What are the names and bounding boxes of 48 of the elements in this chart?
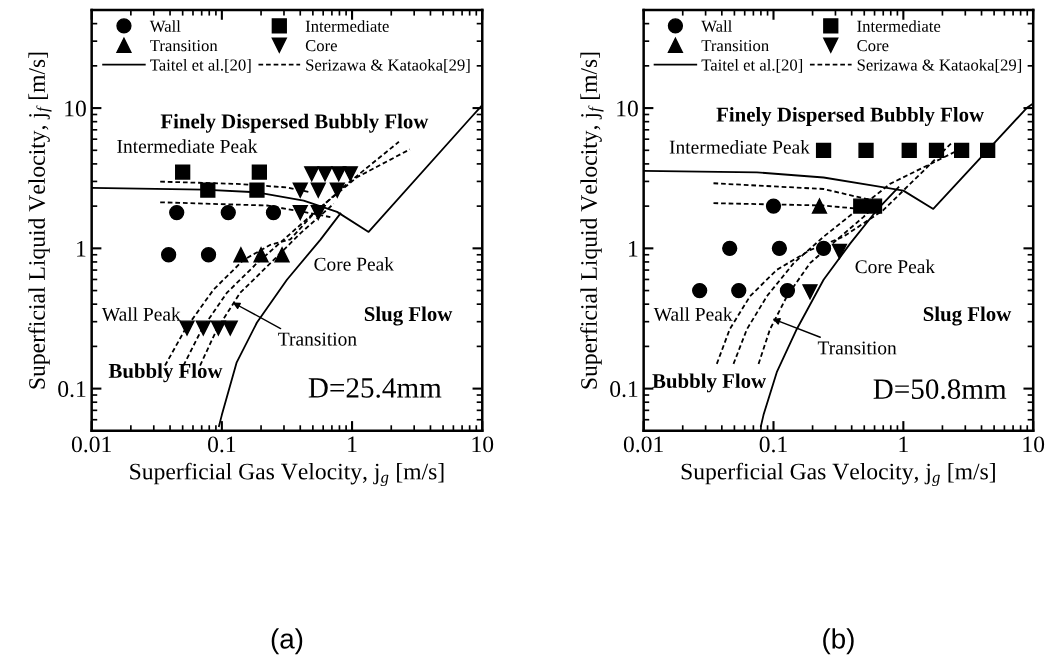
annotation: Wall Peak [653, 307, 733, 321]
legend-label: Transition [701, 40, 769, 52]
x-tick-label: 10 [472, 436, 494, 453]
annotation: Wall Peak [101, 307, 181, 321]
legend-label: Wall [701, 20, 732, 32]
legend-label: Serizawa & Kataoka[29] [857, 58, 1022, 73]
annotation: D=50.8mm [873, 379, 1007, 400]
y-tick-label: 10 [617, 100, 638, 117]
x-axis-title: Superficial Gas Velocity, j$_{g}$ [m/s] [681, 462, 995, 487]
x-tick-label: 1 [348, 436, 357, 453]
y-tick-label: 1 [629, 240, 638, 257]
y-axis-title: Superficial Liquid Velocity, j$_{f}$ [m/s] [28, 52, 52, 389]
annotation: Slug Flow [364, 306, 453, 326]
x-tick-label: 0.01 [71, 436, 111, 453]
y-tick-label: 0.1 [610, 381, 638, 398]
annotation: Bubbly Flow [108, 363, 223, 383]
annotation: Core Peak [314, 257, 394, 271]
annotation: Intermediate Peak [117, 139, 258, 153]
annotation: Transition [817, 341, 897, 355]
y-tick-label: 10 [65, 100, 86, 117]
legend-label: Core [857, 40, 889, 52]
text: (a) [271, 628, 303, 655]
annotation: Slug Flow [923, 306, 1012, 326]
x-tick-label: 1 [899, 436, 908, 453]
annotation: Intermediate Peak [669, 140, 810, 154]
legend-label: Taitel et al.[20] [701, 58, 803, 73]
text: (b) [823, 628, 854, 655]
legend-label: Wall [149, 20, 181, 32]
legend-label: Serizawa & Kataoka[29] [306, 58, 470, 73]
y-axis-title: Superficial Liquid Velocity, j$_{f}$ [m/s] [580, 52, 604, 389]
y-tick-label: 0.1 [58, 381, 86, 398]
x-tick-label: 10 [1023, 436, 1045, 453]
annotation: Transition [278, 332, 357, 346]
legend-label: Intermediate [305, 20, 389, 32]
legend-label: Transition [150, 40, 218, 52]
x-tick-label: 0.1 [208, 436, 236, 453]
legend-label: Intermediate [857, 20, 941, 32]
annotation: Core Peak [855, 259, 936, 274]
x-tick-label: 0.01 [623, 436, 663, 453]
annotation: Finely Dispersed Bubbly Flow [716, 107, 984, 126]
annotation: D=25.4mm [308, 378, 442, 398]
legend-label: Core [305, 40, 337, 52]
annotation: Bubbly Flow [652, 373, 767, 393]
x-tick-label: 0.1 [759, 436, 787, 453]
legend-label: Taitel et al.[20] [150, 58, 251, 73]
x-axis-title: Superficial Gas Velocity, j$_{g}$ [m/s] [130, 462, 444, 487]
y-tick-label: 1 [77, 240, 86, 257]
annotation: Finely Dispersed Bubbly Flow [160, 113, 429, 133]
